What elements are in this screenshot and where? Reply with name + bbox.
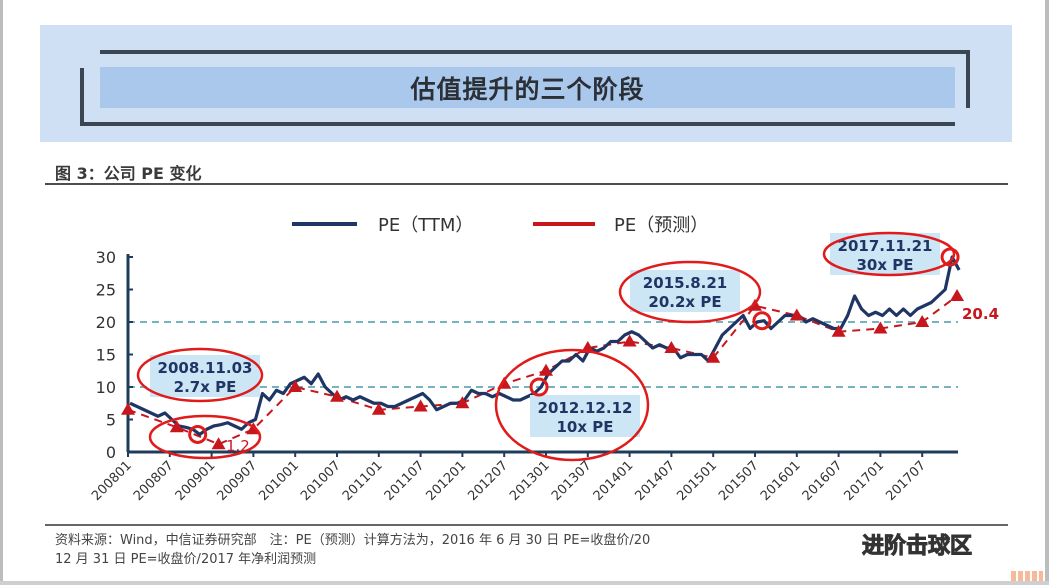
y-tick-label: 20 [96,313,116,332]
header-bracket-bottom [80,68,955,126]
x-tick-label: 200901 [173,458,219,504]
callout-box [150,355,260,397]
point-highlight-circle [529,377,549,397]
callout-pe: 20.2x PE [648,293,721,311]
forecast-marker [455,396,470,409]
low-region-ellipse [148,414,262,460]
forecast-marker [831,324,846,337]
corner-decoration [1011,571,1043,581]
callout-date: 2017.11.21 [838,237,933,255]
callout-date: 2015.8.21 [643,274,727,292]
callout-ellipse [618,260,762,324]
callout-pe: 10x PE [556,418,613,436]
value-label-latest: 20.4 [962,305,999,323]
forecast-marker [664,341,679,353]
x-tick-label: 201701 [842,458,888,504]
callout-box [530,395,640,437]
forecast-marker [789,308,804,321]
point-highlight-circle [188,424,208,444]
x-tick-label: 201301 [507,458,553,504]
x-tick-label: 201201 [424,458,470,504]
x-tick-label: 201401 [591,458,637,504]
forecast-marker [622,334,637,347]
x-tick-label: 201307 [549,458,595,504]
forecast-marker [371,402,386,415]
y-tick-label: 15 [96,346,116,365]
forecast-marker [211,437,226,450]
x-tick-label: 201001 [256,458,302,504]
y-tick-label: 30 [96,248,116,267]
legend-label-ttm: PE（TTM） [378,215,473,236]
forecast-marker [169,420,184,433]
legend-label-forecast: PE（预测） [614,215,708,236]
forecast-marker [330,389,344,402]
callout-ellipse [136,347,264,403]
y-tick-label: 5 [106,411,116,430]
forecast-marker [950,289,965,301]
callout-pe: 30x PE [856,256,913,274]
forecast-marker [873,321,888,334]
watermark: 进阶击球区 [861,534,973,560]
header-bracket-top [100,50,970,108]
footer-rule [45,524,1008,526]
page-title: 估值提升的三个阶段 [410,75,645,104]
page-edge-left [0,0,3,585]
forecast-marker [915,315,930,327]
callout-ellipse [494,348,650,462]
point-highlight-circle [940,247,960,267]
x-tick-label: 201507 [716,458,762,504]
legend: PE（TTM） PE（预测） [292,215,708,236]
callout-box [830,233,940,275]
footer-note: 12 月 31 日 PE=收盘价/2017 年净利润预测 [55,552,317,567]
header-title-box [100,67,955,108]
x-tick-label: 201207 [465,458,511,504]
y-tick-label: 0 [106,443,116,462]
x-tick-label: 201007 [298,458,344,504]
figure-title: 图 3：公司 PE 变化 [55,164,202,183]
y-tick-label: 10 [96,378,116,397]
x-tick-label: 201601 [758,458,804,504]
callout-date: 2008.11.03 [158,359,253,377]
figure-title-rule [45,183,1008,185]
x-tick-label: 201407 [633,458,679,504]
forecast-marker [539,363,553,376]
value-label-low: 1.2 [226,437,250,455]
x-tick-label: 200807 [131,458,177,504]
callout-box [630,270,740,312]
callout-ellipse [822,231,956,277]
x-tick-label: 201501 [674,458,720,504]
x-tick-label: 201107 [382,458,428,504]
x-tick-label: 201707 [883,458,929,504]
x-tick-label: 200907 [215,458,261,504]
page-edge-right [1045,0,1049,585]
x-tick-label: 201101 [340,458,386,504]
page-edge-bottom [0,581,1049,585]
callout-pe: 2.7x PE [174,378,237,396]
x-tick-label: 201607 [800,458,846,504]
forecast-marker [413,399,428,412]
x-tick-label: 200801 [89,458,135,504]
point-highlight-circle [752,311,772,331]
forecast-marker [288,380,303,392]
y-tick-label: 25 [96,281,116,300]
footer-source: 资料来源：Wind，中信证券研究部 注：PE（预测）计算方法为，2016 年 6… [55,533,651,548]
forecast-marker [706,350,721,363]
forecast-marker [121,402,135,415]
callout-date: 2012.12.12 [538,399,633,417]
